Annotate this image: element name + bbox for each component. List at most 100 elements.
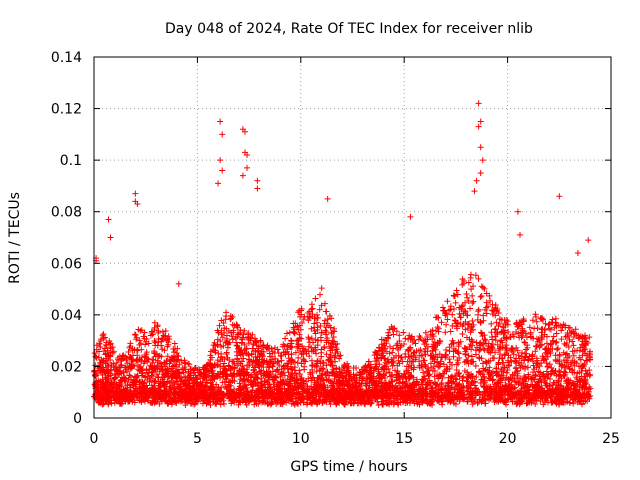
data-point [308,400,315,407]
data-point [172,345,179,352]
data-point [468,286,475,293]
data-point [532,311,539,318]
data-point [201,366,208,373]
data-point [374,395,381,402]
data-point [545,371,552,378]
data-point [466,320,473,327]
data-point [400,341,407,348]
data-point [429,367,436,374]
data-point [563,333,570,340]
data-point [470,298,477,305]
data-point [518,353,525,360]
data-point [223,349,230,356]
data-point [464,374,471,381]
data-point [463,358,470,365]
data-point [314,357,321,364]
data-point [477,329,484,336]
data-point [358,366,365,373]
data-point [442,353,449,360]
data-point [326,372,333,379]
data-point [286,373,293,380]
data-point [558,361,565,368]
data-point [212,343,219,350]
scatter-points [91,100,594,409]
data-point [241,327,248,334]
data-point [317,323,324,330]
data-point [468,336,475,343]
data-point [546,320,553,327]
data-point [313,401,320,408]
data-point [177,388,184,395]
data-point [446,359,453,366]
data-point [138,357,145,364]
data-point [490,376,497,383]
data-point [533,397,540,404]
data-point [492,326,499,333]
data-point [465,279,472,286]
data-point [249,345,256,352]
data-point [568,361,575,368]
data-point [110,348,117,355]
data-point [467,305,474,312]
data-point [107,345,114,352]
data-point [547,341,554,348]
data-point [145,369,152,376]
data-point [239,363,246,370]
data-point [546,383,553,390]
data-point [288,344,295,351]
data-point [547,326,554,333]
data-point [563,339,570,346]
data-point [324,337,331,344]
data-point [336,366,343,373]
data-point [155,336,162,343]
data-point [430,353,437,360]
data-point [476,354,483,361]
data-point [281,364,288,371]
data-point [240,355,247,362]
data-point [323,351,330,358]
data-point [463,290,470,297]
data-point [456,310,463,317]
data-point [296,313,303,320]
data-point [400,329,407,336]
data-point [397,399,404,406]
data-point [437,358,444,365]
data-point [216,390,223,397]
data-point [395,357,402,364]
data-point [137,340,144,347]
data-point [488,329,495,336]
data-point [278,352,285,359]
data-point [552,358,559,365]
data-point [402,354,409,361]
data-point [489,336,496,343]
data-point [271,350,278,357]
data-point [406,375,413,382]
data-point [405,346,412,353]
data-point [475,311,482,318]
data-point [570,396,577,403]
data-point [438,380,445,387]
data-point [383,340,390,347]
data-point [416,333,423,340]
data-point [295,343,302,350]
data-point [555,378,562,385]
data-point [481,377,488,384]
data-point [311,320,318,327]
data-point [471,378,478,385]
data-point [148,363,155,370]
data-point [420,369,427,376]
data-point [319,400,326,407]
data-point [447,328,454,335]
data-point [454,357,461,364]
data-point [353,364,360,371]
data-point [199,379,206,386]
data-point [452,401,459,408]
data-point [318,302,325,309]
data-point [489,377,496,384]
data-point [514,370,521,377]
data-point [425,365,432,372]
data-point [435,375,442,382]
data-point [465,298,472,305]
data-point [260,342,267,349]
